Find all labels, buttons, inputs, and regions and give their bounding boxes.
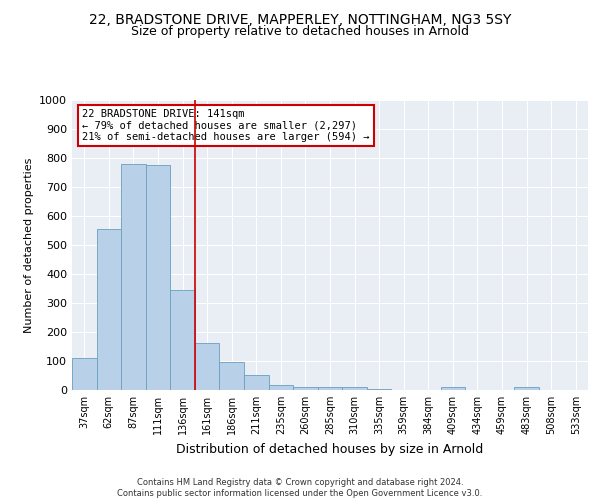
Bar [146,166,170,390]
Bar [220,362,244,390]
Bar [367,388,391,390]
Bar [72,358,97,390]
Y-axis label: Number of detached properties: Number of detached properties [23,158,34,332]
Bar [342,387,367,390]
X-axis label: Distribution of detached houses by size in Arnold: Distribution of detached houses by size … [176,442,484,456]
Text: Contains HM Land Registry data © Crown copyright and database right 2024.
Contai: Contains HM Land Registry data © Crown c… [118,478,482,498]
Bar [170,290,195,390]
Bar [440,387,465,390]
Bar [318,387,342,390]
Text: 22 BRADSTONE DRIVE: 141sqm
← 79% of detached houses are smaller (2,297)
21% of s: 22 BRADSTONE DRIVE: 141sqm ← 79% of deta… [82,108,370,142]
Text: 22, BRADSTONE DRIVE, MAPPERLEY, NOTTINGHAM, NG3 5SY: 22, BRADSTONE DRIVE, MAPPERLEY, NOTTINGH… [89,12,511,26]
Bar [269,385,293,390]
Bar [121,164,146,390]
Bar [514,387,539,390]
Bar [293,386,318,390]
Bar [195,342,220,390]
Text: Size of property relative to detached houses in Arnold: Size of property relative to detached ho… [131,25,469,38]
Bar [97,229,121,390]
Bar [244,374,269,390]
